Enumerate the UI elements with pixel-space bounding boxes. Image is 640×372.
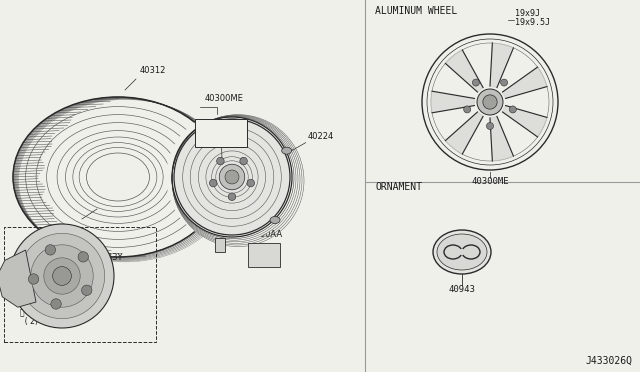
Text: 19x9.5J: 19x9.5J: [515, 18, 550, 27]
Text: 40224: 40224: [308, 132, 334, 141]
Text: 40300ME: 40300ME: [471, 177, 509, 186]
Circle shape: [220, 164, 244, 190]
Text: 40300A: 40300A: [204, 218, 236, 227]
Circle shape: [10, 224, 114, 328]
Bar: [215, 238, 225, 252]
Ellipse shape: [447, 248, 458, 256]
Ellipse shape: [282, 147, 292, 154]
Bar: [4, 227, 156, 342]
Circle shape: [228, 193, 236, 201]
Text: ALUMINUM WHEEL: ALUMINUM WHEEL: [375, 6, 457, 16]
Polygon shape: [431, 91, 474, 113]
Circle shape: [216, 157, 224, 165]
Polygon shape: [502, 67, 547, 99]
Text: ( 2): ( 2): [20, 317, 38, 326]
Circle shape: [486, 122, 493, 129]
Circle shape: [174, 119, 290, 235]
Text: 44133Y: 44133Y: [92, 253, 124, 262]
Ellipse shape: [13, 97, 223, 257]
Circle shape: [240, 157, 248, 165]
Ellipse shape: [437, 234, 487, 270]
Circle shape: [81, 285, 92, 295]
Circle shape: [51, 299, 61, 309]
Circle shape: [78, 252, 88, 262]
Text: SEC.253: SEC.253: [205, 118, 237, 127]
Circle shape: [463, 106, 470, 113]
Circle shape: [472, 79, 479, 86]
Text: J433026Q: J433026Q: [585, 356, 632, 366]
Text: 40300ME: 40300ME: [205, 94, 244, 103]
Bar: [195, 119, 247, 147]
Circle shape: [477, 89, 503, 115]
Circle shape: [225, 170, 239, 184]
Polygon shape: [490, 43, 513, 87]
Circle shape: [209, 179, 217, 187]
Ellipse shape: [458, 249, 466, 255]
Ellipse shape: [270, 217, 280, 224]
Text: 40300AA: 40300AA: [245, 230, 283, 239]
Polygon shape: [445, 50, 483, 92]
Text: (40700M): (40700M): [204, 131, 238, 137]
Circle shape: [166, 111, 298, 243]
Circle shape: [500, 79, 508, 86]
Text: 40943: 40943: [449, 285, 476, 294]
Circle shape: [52, 267, 72, 285]
Circle shape: [483, 95, 497, 109]
Circle shape: [45, 245, 56, 255]
Text: 40312: 40312: [140, 66, 166, 75]
Polygon shape: [0, 250, 36, 307]
Ellipse shape: [86, 153, 150, 201]
Ellipse shape: [433, 230, 491, 274]
Text: ORNAMENT: ORNAMENT: [375, 182, 422, 192]
Text: 19x9J: 19x9J: [515, 9, 540, 18]
Ellipse shape: [465, 248, 477, 256]
Circle shape: [19, 233, 105, 319]
Polygon shape: [445, 112, 483, 154]
Circle shape: [420, 32, 560, 172]
Circle shape: [509, 106, 516, 113]
Circle shape: [28, 274, 39, 284]
Bar: [248, 243, 280, 267]
Circle shape: [44, 258, 80, 294]
Text: Ⓛ 08110-8201A: Ⓛ 08110-8201A: [20, 307, 78, 316]
Polygon shape: [490, 116, 513, 161]
Polygon shape: [502, 106, 547, 137]
Circle shape: [31, 245, 93, 307]
Circle shape: [247, 179, 255, 187]
